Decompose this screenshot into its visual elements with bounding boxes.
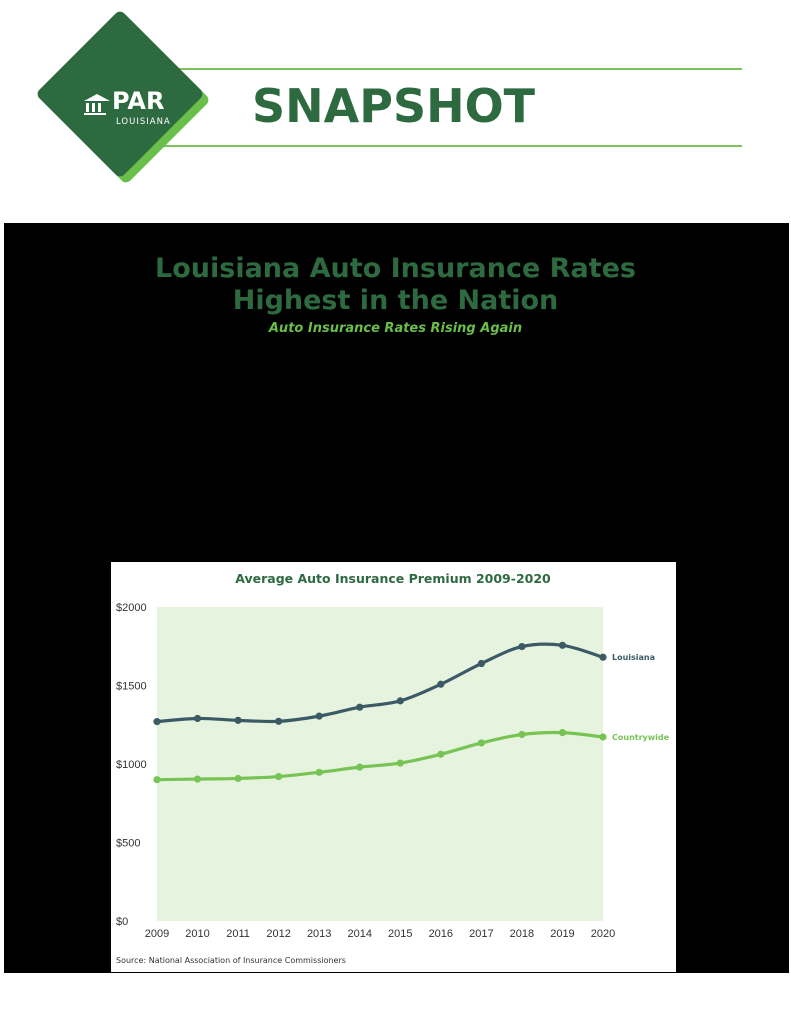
x-tick-label: 2019: [550, 928, 574, 940]
header-rule-bottom: [130, 145, 742, 147]
louisiana-data-point: [193, 714, 202, 723]
y-tick-label: $2000: [116, 602, 147, 614]
x-tick-label: 2012: [266, 928, 290, 940]
louisiana-data-point: [153, 718, 161, 726]
headline-line-1: Louisiana Auto Insurance Rates: [155, 253, 636, 284]
louisiana-data-point: [234, 716, 242, 724]
chart-card: Average Auto Insurance Premium 2009-2020…: [111, 562, 676, 972]
countrywide-data-point: [153, 776, 161, 784]
x-axis: 2009 2010 2011 2012 2013 2014 2015 2016 2017 2018…: [145, 928, 615, 940]
x-tick-label: 2017: [469, 928, 493, 940]
x-tick-label: 2009: [145, 928, 169, 940]
x-tick-label: 2016: [429, 928, 453, 940]
countrywide-data-point: [437, 750, 445, 758]
countrywide-series-label: Countrywide: [612, 733, 670, 742]
countrywide-data-point: [558, 729, 567, 737]
x-tick-label: 2015: [388, 928, 412, 940]
countrywide-data-point: [396, 759, 404, 767]
countrywide-data-point: [356, 763, 364, 771]
headline-title: Louisiana Auto Insurance Rates Highest i…: [100, 253, 691, 317]
report-header: PAR LOUISIANA SNAPSHOT: [0, 0, 791, 215]
y-axis: $0 $500 $1000 $1500 $2000: [116, 602, 147, 928]
louisiana-series-label: Louisiana: [612, 653, 655, 662]
x-tick-label: 2014: [347, 928, 371, 940]
countrywide-data-point: [315, 768, 323, 776]
x-tick-label: 2018: [510, 928, 534, 940]
louisiana-data-point: [356, 703, 364, 711]
countrywide-data-point: [599, 733, 607, 741]
y-tick-label: $1000: [116, 759, 147, 771]
louisiana-data-point: [599, 653, 607, 661]
countrywide-data-point: [193, 775, 202, 783]
louisiana-data-point: [558, 641, 567, 649]
series-layer: Louisiana Countrywide: [153, 641, 670, 784]
logo-subtext: LOUISIANA: [116, 117, 171, 127]
line-chart: Average Auto Insurance Premium 2009-2020…: [116, 571, 670, 965]
section-title: SNAPSHOT: [252, 79, 536, 133]
countrywide-data-point: [275, 772, 283, 781]
louisiana-data-point: [396, 697, 404, 705]
x-tick-label: 2020: [591, 928, 615, 940]
louisiana-data-point: [315, 712, 323, 720]
logo-wordmark: PAR: [112, 87, 165, 115]
x-tick-label: 2010: [185, 928, 209, 940]
countrywide-data-point: [518, 730, 526, 739]
louisiana-data-point: [275, 717, 283, 725]
y-tick-label: $500: [116, 838, 140, 850]
countrywide-data-point: [477, 739, 485, 747]
louisiana-data-point: [437, 680, 445, 688]
countrywide-data-point: [234, 774, 242, 783]
chart-title: Average Auto Insurance Premium 2009-2020: [235, 571, 551, 586]
louisiana-data-point: [518, 642, 526, 651]
y-tick-label: $1500: [116, 681, 147, 693]
header-rule-top: [130, 68, 742, 70]
y-tick-label: $0: [116, 916, 128, 928]
chart-source: Source: National Association of Insuranc…: [116, 956, 346, 965]
headline-line-2: Highest in the Nation: [232, 285, 559, 316]
louisiana-data-point: [477, 659, 485, 668]
x-tick-label: 2011: [226, 928, 250, 940]
building-icon: [84, 94, 110, 115]
x-tick-label: 2013: [307, 928, 331, 940]
headline-subtitle: Auto Insurance Rates Rising Again: [268, 321, 523, 336]
